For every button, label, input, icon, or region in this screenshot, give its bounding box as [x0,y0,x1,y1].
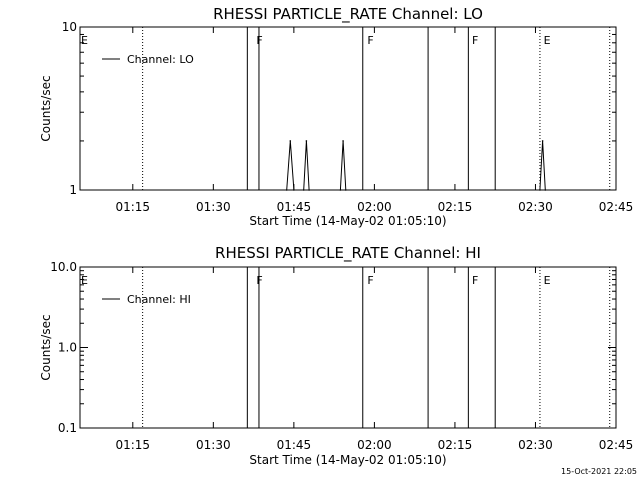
x-tick-label: 01:30 [196,438,231,452]
event-flag: F [472,34,478,47]
plot-frame-lo [79,26,617,191]
timestamp: 15-Oct-2021 22:05 [561,467,637,476]
chart-panel-lo: RHESSI PARTICLE_RATE Channel: LO 01:15 01:… [39,5,633,228]
x-tick-label: 02:00 [357,438,392,452]
event-flag: E [544,274,551,287]
data-point [285,189,288,191]
data-point [541,140,544,142]
x-tick-label: 02:15 [438,200,473,214]
x-tick-label: 02:00 [357,200,392,214]
data-point [342,140,344,142]
y-tick-label: 10.0 [50,260,77,274]
y-tick-label: 1 [69,183,77,197]
chart-panel-hi: RHESSI PARTICLE_RATE Channel: HI 01:15 01:… [39,244,633,467]
x-tick-label: 01:45 [277,200,312,214]
x-tick-label: 02:45 [599,438,634,452]
x-tick-label: 02:30 [518,438,553,452]
x-tick-label: 02:45 [599,200,634,214]
x-axis-label-hi: Start Time (14-May-02 01:05:10) [249,453,446,467]
x-tick-label: 02:30 [518,200,553,214]
y-tick-label: 0.1 [58,421,77,435]
y-axis-label-hi: Counts/sec [39,314,53,380]
event-flag: F [256,274,262,287]
event-flag: E [81,274,88,287]
y-tick-label: 1.0 [58,341,77,355]
x-tick-label: 01:15 [115,438,150,452]
data-point [305,140,308,142]
legend-label-hi: Channel: HI [127,293,191,306]
x-tick-label: 01:45 [277,438,312,452]
data-point [544,189,547,191]
data-point [344,189,347,191]
x-axis-label-lo: Start Time (14-May-02 01:05:10) [249,214,446,228]
legend-label-lo: Channel: LO [127,53,194,66]
event-flag: F [367,274,373,287]
data-point [293,189,295,191]
event-flag: F [256,34,262,47]
data-point [539,189,541,191]
event-flag: F [472,274,478,287]
event-flag: F [367,34,373,47]
chart-title-hi: RHESSI PARTICLE_RATE Channel: HI [215,244,481,263]
x-tick-label: 01:15 [115,200,150,214]
y-axis-label-lo: Counts/sec [39,75,53,141]
y-tick-label: 10 [62,20,77,34]
event-flag: E [544,34,551,47]
data-point [302,189,305,191]
plot-frame-hi [79,266,617,429]
data-point [289,140,292,142]
x-tick-label: 02:15 [438,438,473,452]
data-point [339,189,342,191]
data-point [308,189,310,191]
event-flag: E [81,34,88,47]
x-tick-label: 01:30 [196,200,231,214]
series-line-lo [286,140,546,191]
chart-title-lo: RHESSI PARTICLE_RATE Channel: LO [213,5,483,24]
